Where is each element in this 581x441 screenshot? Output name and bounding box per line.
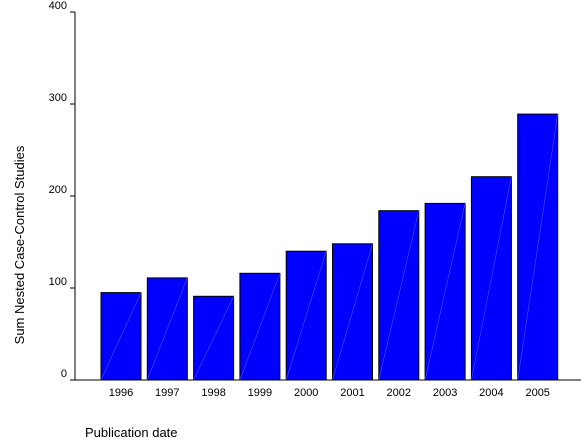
bar-shading-line [471, 176, 512, 381]
x-tick-label-2000: 2000 [294, 387, 318, 399]
x-tick-label-1999: 1999 [248, 387, 272, 399]
x-tick-label-2001: 2001 [340, 387, 364, 399]
y-ticks-group: 0 100 200 300 400 [49, 0, 75, 381]
y-tick-label: 100 [49, 276, 67, 288]
y-tick-label: 0 [61, 368, 67, 380]
y-axis-label: Sum Nested Case-Control Studies [12, 145, 27, 344]
x-tick-label-2002: 2002 [387, 387, 411, 399]
bar-shading-line [100, 292, 142, 381]
bar-shading-line [193, 296, 234, 381]
x-tick-label-2005: 2005 [525, 387, 549, 399]
y-tick-label: 400 [49, 0, 67, 12]
x-tick-label-1997: 1997 [155, 387, 179, 399]
bars-group [100, 113, 559, 381]
bar-shading-line [378, 210, 420, 381]
x-tick-label-1996: 1996 [109, 387, 133, 399]
bar-shading-line [517, 114, 558, 381]
y-tick-label: 200 [49, 184, 67, 196]
x-tick-label-2004: 2004 [479, 387, 503, 399]
bar-shading-line [285, 251, 327, 381]
bar-shading-line [424, 203, 466, 381]
bar-shading-line [147, 277, 188, 381]
bar-shading-line [332, 243, 373, 381]
x-ticks-group: 1996 1997 1998 1999 2000 2001 2002 2003 2004 2005 [109, 387, 550, 399]
x-axis-label: Publication date [85, 425, 178, 440]
x-tick-label-1998: 1998 [201, 387, 225, 399]
x-tick-label-2003: 2003 [433, 387, 457, 399]
y-tick-label: 300 [49, 92, 67, 104]
bar-shading-line [239, 273, 281, 381]
